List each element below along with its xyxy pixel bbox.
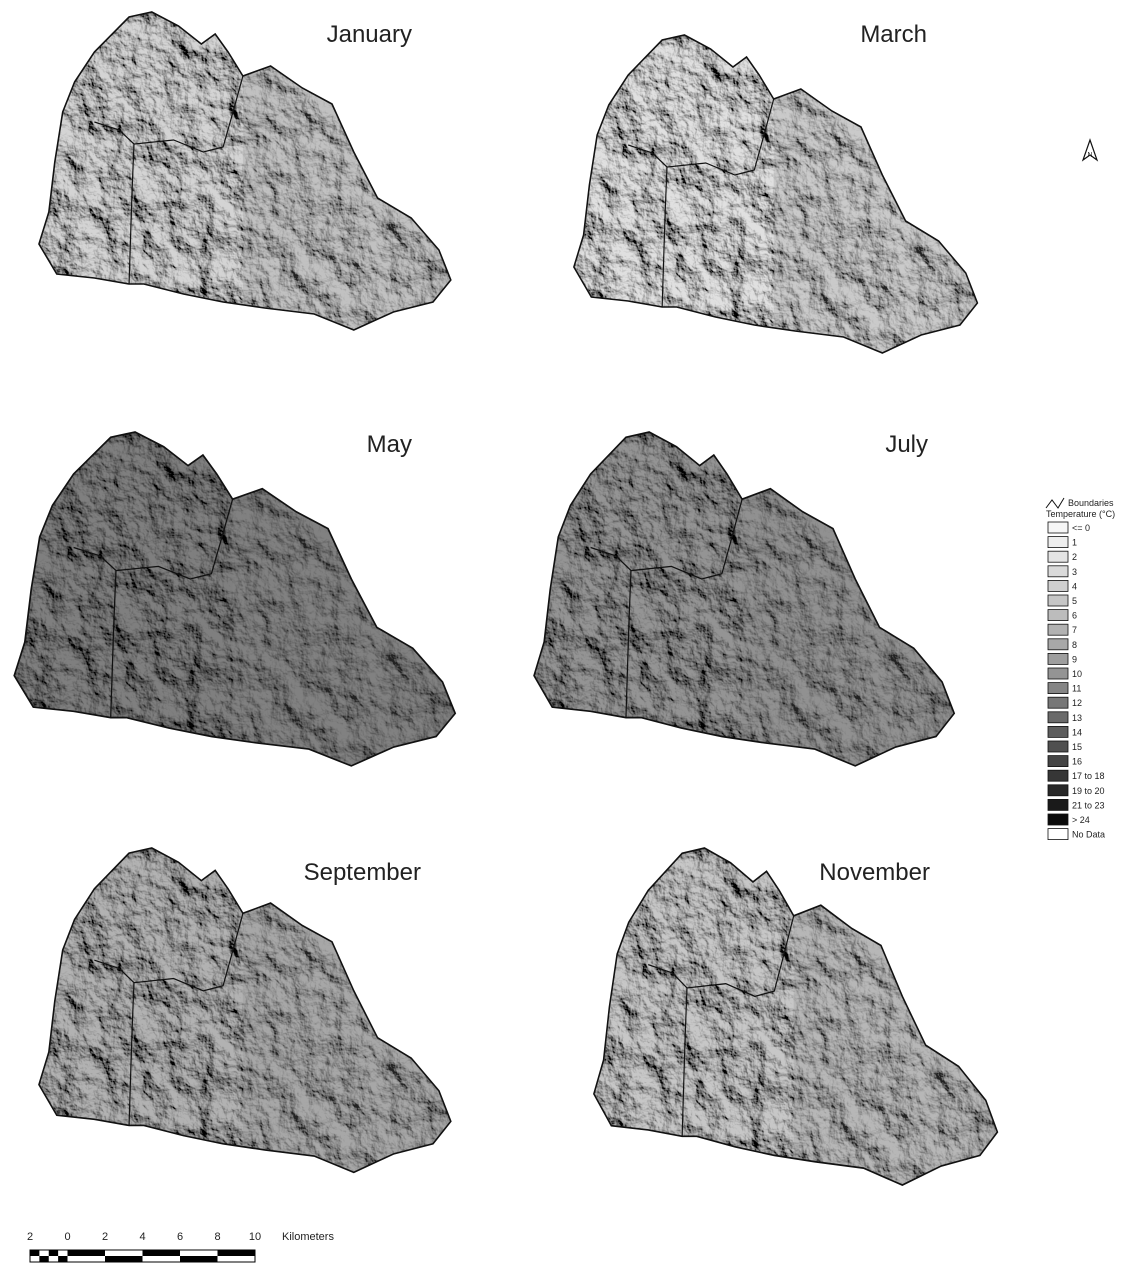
- panel-title: January: [327, 21, 412, 48]
- scale-segment: [105, 1256, 143, 1262]
- legend-label: 8: [1072, 640, 1077, 650]
- scale-segment: [30, 1250, 39, 1256]
- terrain: [590, 848, 1002, 1193]
- scale-segment: [39, 1256, 48, 1262]
- panel-title: July: [885, 431, 928, 458]
- legend-boundaries: Boundaries: [1068, 498, 1114, 508]
- legend-swatch: [1048, 741, 1068, 752]
- legend-label: 3: [1072, 567, 1077, 577]
- legend-label: 6: [1072, 611, 1077, 621]
- terrain: [35, 848, 456, 1180]
- legend-swatch: [1048, 814, 1068, 825]
- legend-swatch: [1048, 522, 1068, 533]
- scale-label: 0: [64, 1231, 70, 1243]
- terrain: [10, 432, 460, 773]
- scale-label: 10: [249, 1231, 261, 1243]
- legend-label: 2: [1072, 552, 1077, 562]
- legend-swatch: [1048, 595, 1068, 606]
- scale-segment: [58, 1256, 67, 1262]
- figure: N Boundaries Temperature (°C) <= 0123456…: [0, 0, 1146, 1269]
- legend-label: 4: [1072, 581, 1077, 591]
- panel-title: September: [304, 859, 421, 886]
- legend-swatch: [1048, 668, 1068, 679]
- legend-swatch: [1048, 551, 1068, 562]
- map-panel: [590, 848, 1002, 1193]
- terrain: [530, 432, 959, 773]
- east-tone: [742, 495, 959, 768]
- legend-label: 15: [1072, 742, 1082, 752]
- legend-label: 21 to 23: [1072, 800, 1105, 810]
- map-panel: [35, 848, 456, 1180]
- east-tone: [243, 72, 456, 332]
- legend-swatch: [1048, 624, 1068, 635]
- legend-label: 7: [1072, 625, 1077, 635]
- legend-label: 10: [1072, 669, 1082, 679]
- panel-title: May: [367, 431, 412, 458]
- legend-label: No Data: [1072, 830, 1105, 840]
- scale-label: 4: [139, 1231, 145, 1243]
- map-panel: [10, 432, 460, 773]
- legend-label: 19 to 20: [1072, 786, 1105, 796]
- legend-swatch: [1048, 799, 1068, 810]
- legend-label: 17 to 18: [1072, 771, 1105, 781]
- legend-label: > 24: [1072, 815, 1090, 825]
- boundary-icon: [1046, 498, 1064, 508]
- legend-label: 11: [1072, 684, 1081, 694]
- scale-segment: [68, 1250, 106, 1256]
- legend-label: 14: [1072, 727, 1082, 737]
- map-panels: [10, 12, 1002, 1193]
- panel-title: March: [860, 21, 927, 48]
- legend-swatch: [1048, 639, 1068, 650]
- legend-label: 1: [1072, 538, 1077, 548]
- north-arrow: N: [1083, 140, 1097, 160]
- legend-label: 5: [1072, 596, 1077, 606]
- legend-label: <= 0: [1072, 523, 1090, 533]
- legend-swatch: [1048, 653, 1068, 664]
- legend-swatch: [1048, 756, 1068, 767]
- legend-swatch: [1048, 610, 1068, 621]
- map-panel: [35, 12, 456, 337]
- legend-swatch: [1048, 566, 1068, 577]
- scale-label: 8: [214, 1231, 220, 1243]
- legend-swatch: [1048, 770, 1068, 781]
- legend-label: 9: [1072, 654, 1077, 664]
- terrain: [35, 12, 456, 337]
- legend-swatch: [1048, 726, 1068, 737]
- scale-unit: Kilometers: [282, 1231, 334, 1243]
- map-panel: [570, 35, 982, 360]
- legend-swatch: [1048, 829, 1068, 840]
- legend-swatch: [1048, 785, 1068, 796]
- legend-label: 13: [1072, 713, 1082, 723]
- scale-segment: [143, 1250, 181, 1256]
- legend-label: 12: [1072, 698, 1082, 708]
- legend-swatch: [1048, 683, 1068, 694]
- legend-swatch: [1048, 697, 1068, 708]
- terrain: [570, 35, 982, 360]
- scale-label: 6: [177, 1231, 183, 1243]
- legend-swatch: [1048, 580, 1068, 591]
- legend: Boundaries Temperature (°C) <= 012345678…: [1046, 498, 1115, 840]
- east-tone: [774, 95, 983, 355]
- legend-swatch: [1048, 712, 1068, 723]
- panel-title: November: [819, 859, 930, 886]
- legend-title: Temperature (°C): [1046, 509, 1115, 519]
- north-label: N: [1087, 152, 1092, 159]
- map-panel: [530, 432, 959, 773]
- scale-segment: [218, 1250, 256, 1256]
- east-tone: [794, 912, 1003, 1188]
- legend-label: 16: [1072, 757, 1082, 767]
- scale-segment: [180, 1256, 218, 1262]
- east-tone: [233, 495, 461, 768]
- scale-bar: 2 0 2 4 6 8 10 Kilometers: [27, 1231, 335, 1262]
- scale-segment: [49, 1250, 58, 1256]
- scale-label: 2: [27, 1231, 33, 1243]
- east-tone: [243, 909, 456, 1174]
- legend-swatch: [1048, 537, 1068, 548]
- scale-label: 2: [102, 1231, 108, 1243]
